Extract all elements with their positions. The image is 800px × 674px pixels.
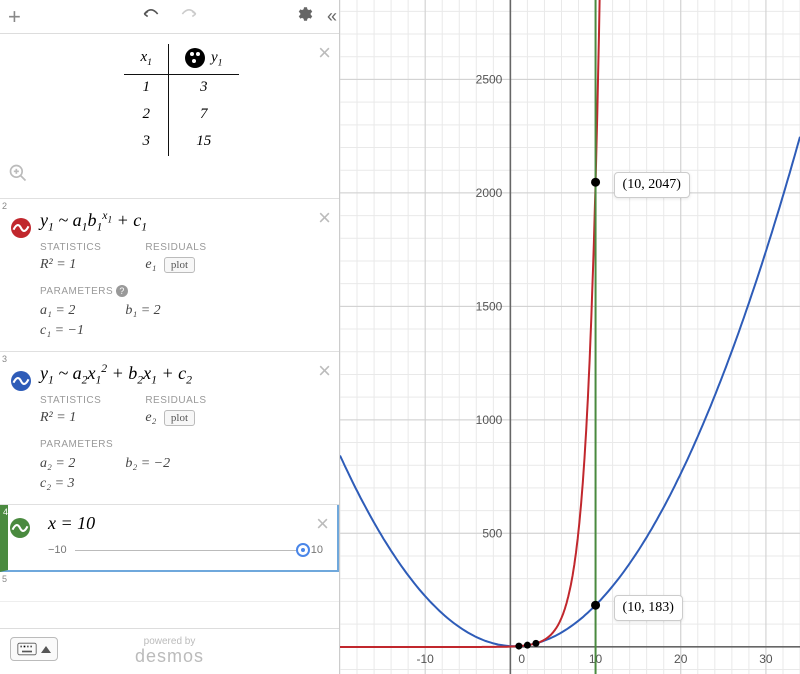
plot-button[interactable]: plot <box>164 257 195 273</box>
svg-text:30: 30 <box>759 652 773 666</box>
param-a: a₁ = 2 <box>40 303 75 319</box>
help-icon[interactable]: ? <box>116 285 128 297</box>
close-icon[interactable]: × <box>318 205 331 231</box>
plot-button[interactable]: plot <box>164 410 195 426</box>
expression-row-table[interactable]: × x1 y1 1327315 <box>0 34 339 199</box>
row-index: 3 <box>2 354 7 364</box>
table-header-x[interactable]: x1 <box>124 44 168 75</box>
svg-text:1000: 1000 <box>476 413 503 427</box>
svg-text:20: 20 <box>674 652 688 666</box>
collapse-panel-button[interactable]: « <box>327 6 331 27</box>
svg-text:1500: 1500 <box>476 299 503 313</box>
curve-color-icon[interactable] <box>7 367 35 395</box>
point-coordinate-label: (10, 183) <box>614 595 683 621</box>
slider-control[interactable]: −10 10 <box>48 540 323 560</box>
chevron-up-icon <box>41 646 51 653</box>
residuals-label: RESIDUALS <box>145 242 206 253</box>
param-c: c₂ = 3 <box>40 476 75 492</box>
data-table[interactable]: x1 y1 1327315 <box>124 44 238 156</box>
curve-color-icon[interactable] <box>7 214 35 242</box>
undo-button[interactable] <box>141 6 161 27</box>
param-a: a₂ = 2 <box>40 456 75 472</box>
expression-row-exp-regression[interactable]: 2 × y1 ~ a1b1x1 + c1 STATISTICS R² = 1 <box>0 199 339 352</box>
statistics-label: STATISTICS <box>40 395 101 406</box>
param-c: c₁ = −1 <box>40 323 84 339</box>
parameters-label: PARAMETERS? <box>40 286 128 297</box>
slider-min[interactable]: −10 <box>48 544 67 556</box>
expression-row-quad-regression[interactable]: 3 × y1 ~ a2x12 + b2x1 + c2 STATISTICS R²… <box>0 352 339 505</box>
expression-panel: + « × x1 y1 <box>0 0 340 674</box>
curve-color-icon[interactable] <box>6 514 34 542</box>
r-squared: R² = 1 <box>40 257 101 273</box>
redo-button[interactable] <box>179 6 199 27</box>
r-squared: R² = 1 <box>40 410 101 426</box>
table-row[interactable]: 27 <box>124 102 238 129</box>
expression-row-slider[interactable]: 4 × x = 10 −10 10 <box>0 505 339 572</box>
keyboard-button[interactable] <box>10 637 58 661</box>
graph-viewport[interactable]: -1010203005001000150020002500 (10, 2047)… <box>340 0 800 674</box>
svg-text:2000: 2000 <box>476 186 503 200</box>
svg-text:2500: 2500 <box>476 72 503 86</box>
residuals-label: RESIDUALS <box>145 395 206 406</box>
row-index: 4 <box>3 507 8 517</box>
close-icon[interactable]: × <box>316 511 329 537</box>
residuals-value: e₁ plot <box>145 257 206 273</box>
zoom-fit-icon[interactable] <box>8 163 28 188</box>
row-index: 2 <box>2 201 7 211</box>
svg-text:-10: -10 <box>417 652 435 666</box>
residuals-value: e₂ plot <box>145 410 206 426</box>
slider-max[interactable]: 10 <box>311 544 323 556</box>
expression-row-empty[interactable]: 5 <box>0 572 339 602</box>
close-icon[interactable]: × <box>318 358 331 384</box>
parameters-label: PARAMETERS <box>40 439 113 450</box>
gear-icon[interactable] <box>295 5 313 28</box>
graph-svg: -1010203005001000150020002500 <box>340 0 800 674</box>
point-style-icon[interactable] <box>185 48 205 68</box>
row-index: 5 <box>2 574 7 584</box>
panel-footer: powered by desmos <box>0 628 339 674</box>
close-icon[interactable]: × <box>318 40 331 66</box>
add-expression-button[interactable]: + <box>8 4 21 30</box>
param-b: b₁ = 2 <box>125 303 160 319</box>
statistics-label: STATISTICS <box>40 242 101 253</box>
slider-formula[interactable]: x = 10 <box>48 513 323 534</box>
regression-formula[interactable]: y1 ~ a2x12 + b2x1 + c2 <box>40 362 323 387</box>
panel-toolbar: + « <box>0 0 339 34</box>
param-b: b₂ = −2 <box>125 456 170 472</box>
point-coordinate-label: (10, 2047) <box>614 172 690 198</box>
table-header-y[interactable]: y1 <box>169 44 239 75</box>
table-row[interactable]: 13 <box>124 75 238 103</box>
table-row[interactable]: 315 <box>124 129 238 156</box>
svg-text:0: 0 <box>518 652 525 666</box>
svg-text:500: 500 <box>482 526 502 540</box>
expression-list: × x1 y1 1327315 2 <box>0 34 339 628</box>
regression-formula[interactable]: y1 ~ a1b1x1 + c1 <box>40 209 323 234</box>
powered-by: powered by desmos <box>135 636 204 667</box>
